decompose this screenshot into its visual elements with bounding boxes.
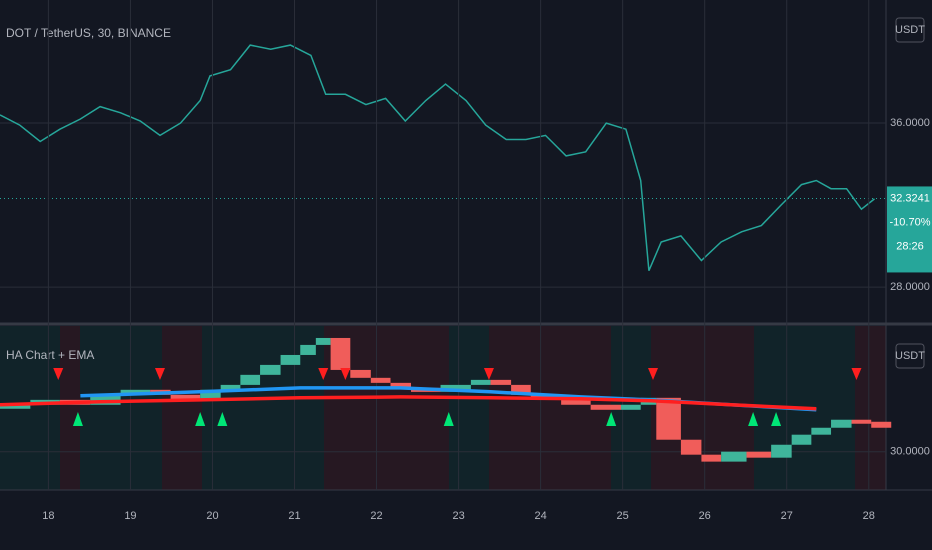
ha-block [350, 369, 371, 378]
sell-signal [648, 368, 659, 380]
ha-block [315, 337, 331, 345]
sell-signal [154, 368, 165, 380]
ha-block [791, 434, 812, 445]
zone [449, 326, 489, 490]
ha-block [811, 427, 832, 435]
ema-line [0, 395, 817, 411]
ha-block [871, 421, 892, 428]
sell-signal [340, 368, 351, 380]
zone [80, 326, 162, 490]
sell-signal [53, 368, 64, 380]
ha-block [200, 389, 221, 400]
zone [60, 326, 80, 490]
zone [855, 326, 886, 490]
x-tick-label: 25 [617, 510, 629, 522]
ha-block [701, 454, 722, 462]
ha-block [0, 404, 31, 409]
ha-block [721, 451, 747, 462]
x-tick-label: 22 [370, 510, 382, 522]
x-tick-label: 18 [42, 510, 54, 522]
last-price-box [887, 186, 932, 273]
ha-block [590, 404, 622, 410]
currency-box[interactable] [895, 343, 925, 369]
ha-block [370, 377, 391, 383]
ha-block [330, 337, 351, 370]
buy-signal [443, 412, 454, 426]
ha-block [240, 374, 261, 385]
ha-block [300, 344, 316, 355]
ha-block [280, 354, 301, 365]
sell-signal [483, 368, 494, 380]
ha-block [90, 394, 121, 405]
buy-signal [771, 412, 782, 426]
change-label: -10.70% [890, 216, 931, 228]
ha-block [851, 419, 872, 424]
price-line [0, 44, 875, 271]
currency-box[interactable] [895, 17, 925, 43]
ha-block [260, 364, 281, 375]
signal-zones [0, 326, 886, 490]
currency-label: USDT [895, 24, 925, 36]
ha-block [470, 379, 491, 385]
currency-label: USDT [895, 350, 925, 362]
x-tick-label: 27 [781, 510, 793, 522]
ha-block [771, 444, 792, 458]
last-price-label: 32.3241 [890, 192, 930, 204]
x-tick-label: 19 [124, 510, 136, 522]
y-tick-label: 28.0000 [890, 281, 930, 293]
x-tick-label: 24 [534, 510, 546, 522]
x-tick-label: 21 [288, 510, 300, 522]
y-tick-label: 36.0000 [890, 117, 930, 129]
ha-block [220, 384, 241, 390]
sell-signal [318, 368, 329, 380]
ha-block [680, 439, 702, 455]
ha-block [440, 384, 471, 392]
buy-signal [606, 412, 617, 426]
buy-signal [748, 412, 759, 426]
zone [162, 326, 202, 490]
x-tick-label: 26 [699, 510, 711, 522]
x-tick-label: 23 [452, 510, 464, 522]
buy-signal [217, 412, 228, 426]
countdown-label: 28:26 [896, 240, 924, 252]
ha-block [170, 394, 201, 400]
ha-block [490, 379, 512, 385]
ha-block [511, 384, 531, 395]
sell-signal [851, 368, 862, 380]
x-tick-label: 28 [863, 510, 875, 522]
ha-block [746, 451, 772, 458]
buy-signal [195, 412, 206, 426]
ha-block [621, 404, 641, 410]
buy-signal [72, 412, 83, 426]
ha-block [656, 397, 681, 440]
x-tick-label: 20 [206, 510, 218, 522]
ha-block [831, 419, 852, 428]
ha-block [390, 382, 412, 388]
y-tick-label: 30.0000 [890, 446, 930, 458]
indicator-title: HA Chart + EMA [6, 348, 94, 362]
symbol-title: DOT / TetherUS, 30, BINANCE [6, 26, 171, 40]
ha-block [561, 399, 591, 405]
